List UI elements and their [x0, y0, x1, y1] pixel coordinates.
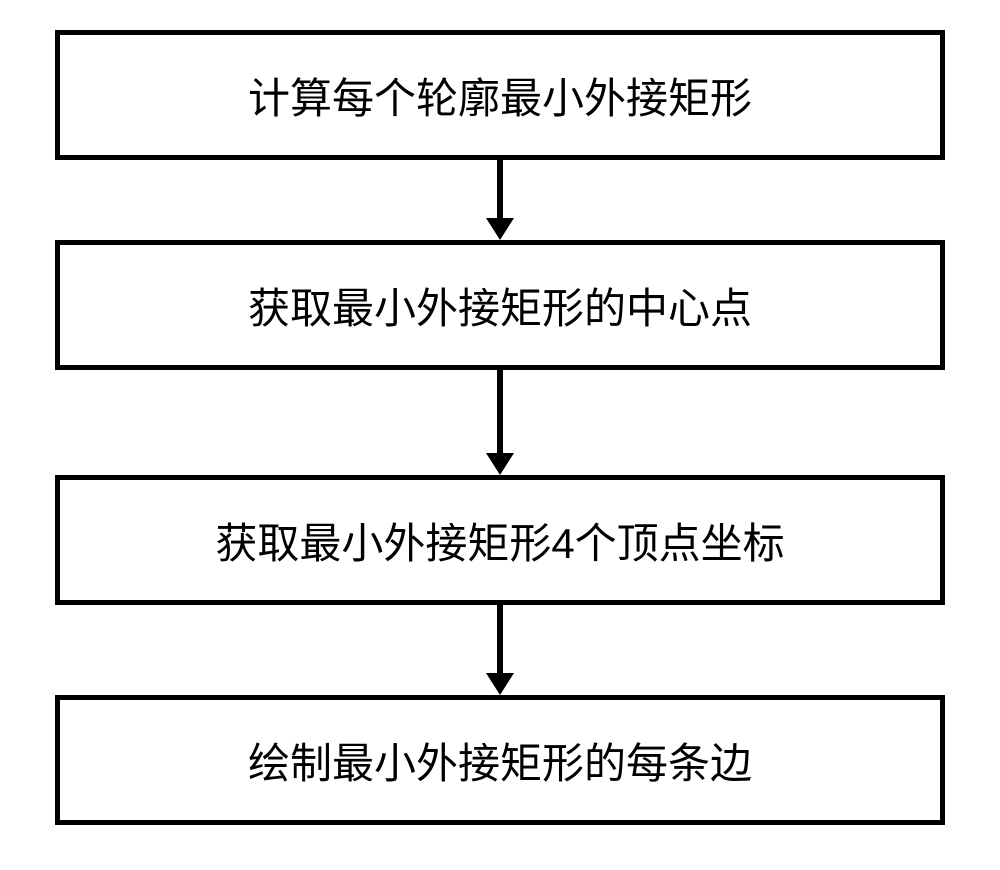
flowchart-node-label: 计算每个轮廓最小外接矩形: [248, 65, 752, 126]
arrow-shaft: [497, 160, 503, 218]
flowchart-node-label: 绘制最小外接矩形的每条边: [248, 730, 752, 791]
flowchart-node-n4: 绘制最小外接矩形的每条边: [55, 695, 945, 825]
arrow-head-icon: [486, 453, 514, 478]
flowchart-node-label: 获取最小外接矩形的中心点: [248, 275, 752, 336]
arrow-shaft: [497, 370, 503, 453]
flowchart-node-label: 获取最小外接矩形4个顶点坐标: [215, 510, 784, 571]
arrow-head-icon: [486, 673, 514, 698]
flowchart-canvas: 计算每个轮廓最小外接矩形获取最小外接矩形的中心点获取最小外接矩形4个顶点坐标绘制…: [0, 0, 1000, 870]
flowchart-node-n2: 获取最小外接矩形的中心点: [55, 240, 945, 370]
arrow-shaft: [497, 605, 503, 673]
flowchart-node-n3: 获取最小外接矩形4个顶点坐标: [55, 475, 945, 605]
flowchart-node-n1: 计算每个轮廓最小外接矩形: [55, 30, 945, 160]
arrow-head-icon: [486, 218, 514, 243]
